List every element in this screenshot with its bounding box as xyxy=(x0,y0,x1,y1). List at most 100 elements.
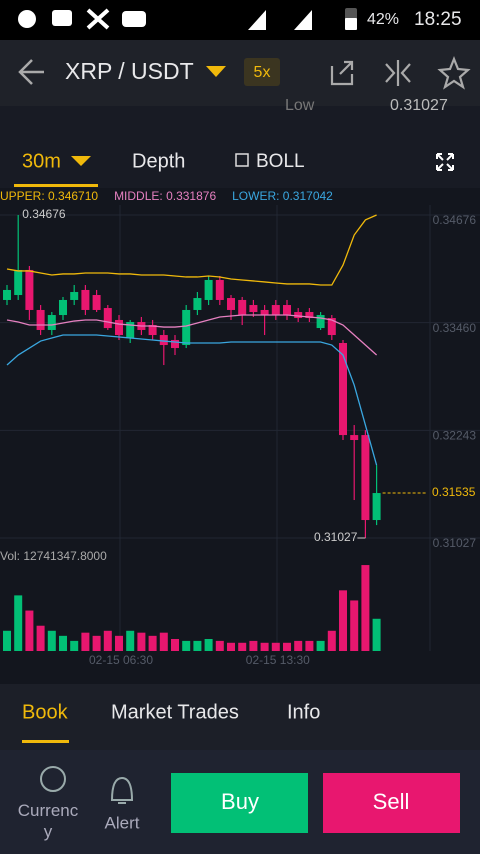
indicator-icon xyxy=(235,153,249,167)
legend-entry: MIDDLE: 0.331876 xyxy=(114,189,216,203)
chart-area xyxy=(0,188,480,684)
volume-bar xyxy=(137,632,146,651)
candle-body xyxy=(126,322,135,339)
sell-label[interactable]: Sell xyxy=(373,789,410,814)
candle-body xyxy=(59,299,67,316)
candle-body xyxy=(47,315,56,330)
volume-bar xyxy=(148,635,157,651)
candle-body xyxy=(14,269,23,296)
volume-bar xyxy=(25,610,34,651)
volume-bar xyxy=(283,642,291,651)
candle-body xyxy=(283,305,291,316)
candle-body xyxy=(115,319,123,336)
currency-wrap: Currency xyxy=(17,801,79,841)
candle-body xyxy=(294,312,303,319)
volume-bar xyxy=(126,630,135,651)
candle-body xyxy=(81,289,90,310)
x-tick-label: 02-15 13:30 xyxy=(246,653,310,667)
volume-bar xyxy=(271,642,280,651)
volume-bar xyxy=(227,642,235,651)
candle-body xyxy=(361,435,370,521)
back-button[interactable] xyxy=(18,59,44,85)
volume-bar xyxy=(36,625,45,651)
candle-body xyxy=(249,305,258,313)
candle-body xyxy=(3,289,11,300)
currency-icon[interactable] xyxy=(40,766,66,792)
candle-body xyxy=(193,298,202,310)
alert-button[interactable]: Alert xyxy=(105,813,140,832)
clock: 18:25 xyxy=(414,9,462,30)
share-button[interactable] xyxy=(330,60,354,86)
x-tick-label: 02-15 06:30 xyxy=(89,653,153,667)
alert-icon[interactable] xyxy=(110,776,134,804)
tab[interactable]: Market Trades xyxy=(111,701,239,723)
candle-body xyxy=(36,309,45,330)
candle-body xyxy=(182,309,191,346)
volume-bar xyxy=(204,638,213,651)
leverage-badge xyxy=(244,58,280,86)
sell-button[interactable] xyxy=(323,773,460,833)
volume-bar xyxy=(215,640,224,651)
leverage: 5x xyxy=(254,64,271,81)
volume-bar xyxy=(193,640,202,651)
candle-body xyxy=(227,298,235,310)
volume-bar xyxy=(238,642,247,651)
volume-bar xyxy=(316,640,325,651)
fullscreen-button[interactable] xyxy=(436,153,454,171)
ticker-row xyxy=(0,106,480,124)
pair[interactable]: XRP / USDT xyxy=(65,58,194,84)
candle-body xyxy=(350,435,359,441)
volume-bar xyxy=(294,640,303,651)
volume-bar xyxy=(182,640,191,651)
tab[interactable]: Info xyxy=(287,701,320,723)
volume-bar xyxy=(70,640,79,651)
boll-line xyxy=(6,214,377,286)
tab-underline xyxy=(22,740,69,743)
interval-dropdown[interactable] xyxy=(71,156,91,166)
volume-bar xyxy=(171,638,179,651)
volume-bar xyxy=(47,630,56,651)
legend-entry: LOWER: 0.317042 xyxy=(232,189,333,203)
status-icons xyxy=(18,8,357,30)
ticker-value: 0.31027 xyxy=(390,97,448,114)
interval[interactable]: 30m xyxy=(22,150,61,172)
volume-bar xyxy=(361,565,370,651)
buy-label[interactable]: Buy xyxy=(221,789,259,814)
volume-bar xyxy=(260,642,269,651)
candle-body xyxy=(339,342,347,436)
currency-button[interactable]: Currency xyxy=(17,801,79,841)
candle-body xyxy=(92,295,101,310)
status-bar xyxy=(0,0,480,40)
candle-body xyxy=(103,308,112,329)
depth-tab[interactable]: Depth xyxy=(132,150,185,172)
candle-body xyxy=(271,305,280,316)
candle-body xyxy=(204,279,213,300)
pair-dropdown[interactable] xyxy=(206,66,226,77)
y-tick-label: 0.33460 xyxy=(433,321,477,335)
compare-button[interactable] xyxy=(385,60,411,86)
favorite-button[interactable] xyxy=(437,56,471,90)
volume-bar xyxy=(305,640,314,651)
volume-bar xyxy=(92,635,101,651)
boll-line xyxy=(6,334,378,466)
boll-line xyxy=(6,314,378,356)
candle-body xyxy=(171,339,179,349)
buy-button[interactable] xyxy=(171,773,308,833)
volume-bar xyxy=(81,632,90,651)
volume-bar xyxy=(59,635,67,651)
candle-body xyxy=(260,309,269,316)
high-label: 0.34676 xyxy=(22,207,66,221)
candle-body xyxy=(70,292,79,300)
indicator[interactable]: BOLL xyxy=(256,151,305,172)
battery: 42% xyxy=(367,11,399,28)
tab-bar xyxy=(0,684,480,750)
tab[interactable]: Book xyxy=(22,701,69,723)
volume-bar xyxy=(339,590,347,651)
candle-body xyxy=(25,269,34,310)
candle-body xyxy=(238,299,247,316)
volume-bar xyxy=(249,640,258,651)
interval-underline xyxy=(14,184,98,187)
volume-bar xyxy=(14,595,23,651)
volume-bar xyxy=(103,630,112,651)
